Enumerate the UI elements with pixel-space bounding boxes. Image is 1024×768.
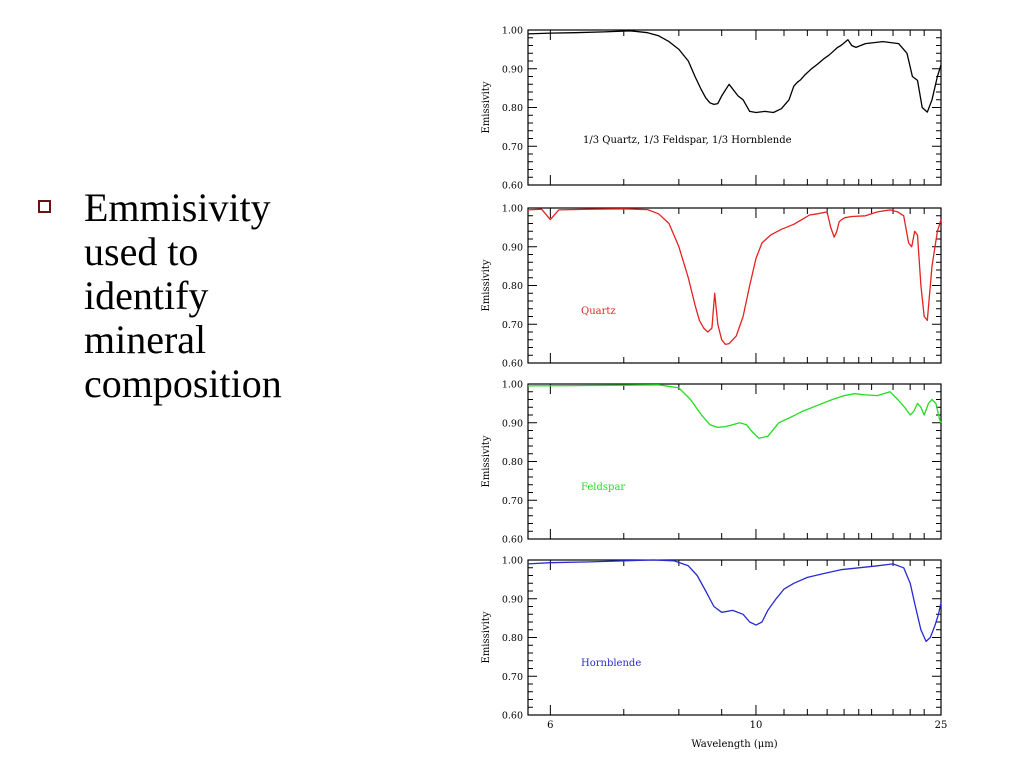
y-tick-label: 1.00 [502,380,523,391]
y-tick-label: 0.90 [502,418,523,429]
x-axis-label: Wavelength (μm) [691,739,777,750]
series-line [527,208,942,346]
bullet-line: Emmisivity [84,185,271,230]
plot-frame [527,207,942,364]
bullet-line: composition [84,361,282,406]
y-tick-label: 0.80 [502,103,523,114]
y-axis-label: Emissivity [481,259,492,311]
y-tick-label: 0.90 [502,242,523,253]
panel-annotation: Quartz [581,306,616,317]
panel-annotation: 1/3 Quartz, 1/3 Feldspar, 1/3 Hornblende [583,135,792,146]
y-tick-label: 0.60 [502,711,523,722]
y-tick-label: 1.00 [502,204,523,215]
series-line [527,30,942,114]
bullet-point: Emmisivity used to identify mineral comp… [38,186,338,406]
plot-frame [527,383,942,540]
y-tick-label: 1.00 [502,556,523,567]
plot-frame [527,559,942,716]
y-tick-label: 0.80 [502,457,523,468]
y-tick-label: 0.70 [502,496,523,507]
x-tick-label: 6 [547,720,553,731]
chart-panel-quartz: 0.60 0.70 0.80 0.90 1.00 Emissivity Quartz [481,204,942,370]
y-tick-label: 0.90 [502,64,523,75]
series-line [527,559,942,643]
chart-panel-mixture: 0.60 0.70 0.80 0.90 1.00 Emissivity 1/3 Quartz… [481,26,942,192]
chart-panel-hornblende: 0.60 0.70 0.80 0.90 1.00 Emissivity Hornblende… [481,556,947,751]
y-tick-label: 0.60 [502,181,523,192]
panel-annotation: Hornblende [581,658,641,669]
series-line [527,384,942,439]
plot-frame [527,29,942,186]
y-axis-label: Emissivity [481,611,492,663]
y-tick-label: 0.80 [502,633,523,644]
y-tick-label: 0.70 [502,142,523,153]
y-tick-label: 1.00 [502,26,523,37]
chart-panel-feldspar: 0.60 0.70 0.80 0.90 1.00 Emissivity Feldspar [481,380,942,546]
bullet-line: identify [84,273,209,318]
y-tick-label: 0.90 [502,594,523,605]
x-tick-label: 25 [935,720,948,731]
panel-annotation: Feldspar [581,482,625,493]
y-tick-label: 0.70 [502,672,523,683]
bullet-line: mineral [84,317,207,362]
y-tick-label: 0.60 [502,535,523,546]
y-tick-label: 0.70 [502,320,523,331]
y-axis-label: Emissivity [481,435,492,487]
bullet-text: Emmisivity used to identify mineral comp… [84,186,282,406]
y-tick-label: 0.60 [502,359,523,370]
bullet-line: used to [84,229,199,274]
x-tick-label: 10 [750,720,763,731]
hollow-square-bullet-icon [38,200,51,213]
y-tick-label: 0.80 [502,281,523,292]
y-axis-label: Emissivity [481,81,492,133]
